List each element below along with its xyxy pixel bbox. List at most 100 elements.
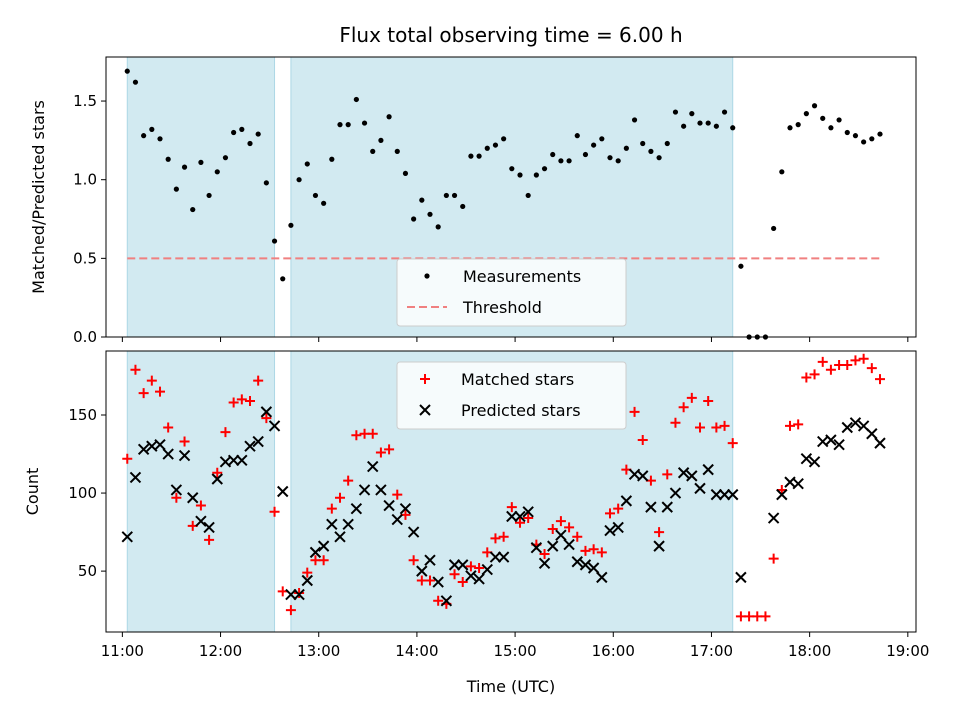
count-ytick-label-1: 100 — [68, 484, 97, 502]
measurement-point-22 — [304, 161, 310, 167]
predicted-point-69 — [686, 470, 698, 482]
measurement-point-64 — [648, 148, 654, 154]
predicted-point-18 — [268, 420, 281, 432]
matched-point-55 — [572, 531, 583, 542]
measurement-point-8 — [190, 206, 196, 213]
matched-point-25 — [326, 503, 337, 514]
matched-point-5 — [163, 422, 174, 433]
matched-point-88 — [842, 360, 853, 371]
predicted-point-58 — [596, 571, 608, 584]
count-xtick-label-8: 19:00 — [886, 642, 929, 660]
matched-point-26 — [335, 492, 345, 503]
measurement-point-35 — [411, 216, 417, 222]
count-xtick-label-1: 12:00 — [199, 642, 242, 660]
matched-point-7 — [179, 436, 190, 447]
ratio-legend: Measurements Threshold — [396, 258, 627, 327]
measurement-point-66 — [664, 140, 670, 147]
predicted-point-7 — [178, 449, 191, 462]
predicted-point-41 — [457, 559, 469, 571]
measurement-point-63 — [640, 140, 646, 147]
count-legend: Matched stars Predicted stars — [396, 361, 627, 430]
predicted-point-0 — [121, 531, 133, 543]
ratio-legend-box — [396, 258, 627, 327]
predicted-point-72 — [710, 488, 723, 501]
matched-point-46 — [498, 531, 509, 542]
measurement-point-70 — [697, 120, 703, 126]
matched-point-65 — [654, 527, 665, 538]
predicted-point-47 — [506, 510, 518, 523]
measurement-point-92 — [877, 131, 883, 137]
ratio-ytick-label-1: 0.5 — [73, 249, 97, 267]
matched-point-20 — [285, 605, 296, 616]
count-xtick-label-2: 13:00 — [297, 642, 340, 660]
matched-point-37 — [425, 575, 435, 586]
measurement-point-1 — [132, 79, 139, 85]
matched-point-19 — [277, 586, 288, 597]
matched-point-38 — [433, 595, 444, 606]
measurement-point-73 — [721, 109, 728, 115]
count-ytick-label-0: 50 — [78, 562, 97, 580]
matched-point-49 — [523, 513, 534, 524]
predicted-point-24 — [317, 540, 330, 552]
matched-point-4 — [155, 386, 165, 397]
count-axes-frame — [105, 350, 917, 633]
matched-point-41 — [457, 577, 468, 588]
legend-measurements-label: Measurements — [463, 267, 581, 286]
predicted-point-60 — [612, 521, 624, 534]
measurement-point-23 — [312, 192, 319, 199]
matched-point-69 — [686, 392, 697, 403]
measurement-point-31 — [378, 137, 384, 143]
measurement-point-32 — [386, 114, 392, 120]
measurement-point-89 — [852, 133, 859, 139]
matched-point-15 — [245, 395, 255, 406]
predicted-point-64 — [645, 501, 657, 513]
measurement-point-49 — [525, 192, 531, 199]
matched-point-43 — [474, 562, 485, 573]
measurement-points — [124, 68, 883, 340]
matched-point-60 — [613, 503, 624, 514]
predicted-point-46 — [497, 551, 510, 563]
matched-point-0 — [122, 453, 133, 464]
predicted-point-30 — [367, 460, 379, 473]
measurement-point-48 — [517, 172, 523, 178]
measurement-point-36 — [419, 197, 425, 203]
measurement-point-84 — [811, 103, 818, 109]
measurement-point-71 — [705, 120, 711, 126]
predicted-point-37 — [424, 554, 436, 566]
predicted-point-14 — [236, 454, 248, 466]
measurement-point-56 — [582, 151, 589, 158]
predicted-point-2 — [137, 443, 150, 456]
measurement-point-37 — [427, 211, 433, 217]
predicted-point-22 — [301, 574, 313, 587]
matched-point-79 — [768, 553, 779, 564]
matched-point-86 — [825, 364, 836, 375]
predicted-point-53 — [555, 529, 567, 541]
count-xtick-label-7: 18:00 — [788, 642, 831, 660]
matched-point-16 — [253, 375, 264, 386]
measurement-point-59 — [607, 155, 613, 161]
predicted-point-11 — [211, 473, 223, 485]
predicted-point-48 — [514, 510, 526, 523]
measurement-point-18 — [271, 238, 278, 244]
measurement-point-29 — [361, 120, 368, 126]
matched-point-48 — [515, 517, 525, 528]
measurement-point-51 — [541, 166, 548, 172]
matched-point-68 — [678, 402, 689, 413]
predicted-point-79 — [792, 477, 804, 490]
measurement-point-60 — [615, 158, 621, 164]
measurement-point-80 — [779, 169, 785, 175]
count-y-ticks: 50 100 150 — [68, 406, 106, 580]
legend-measurements-marker — [424, 273, 430, 279]
matched-point-52 — [547, 523, 558, 534]
predicted-point-19 — [277, 485, 289, 498]
measurement-point-67 — [672, 109, 679, 115]
predicted-point-9 — [195, 515, 207, 527]
predicted-point-35 — [407, 526, 420, 538]
matched-point-24 — [318, 555, 329, 566]
count-band-0 — [126, 350, 276, 633]
measurement-point-41 — [460, 203, 466, 210]
measurement-point-91 — [869, 136, 875, 142]
matched-point-17 — [261, 413, 272, 424]
